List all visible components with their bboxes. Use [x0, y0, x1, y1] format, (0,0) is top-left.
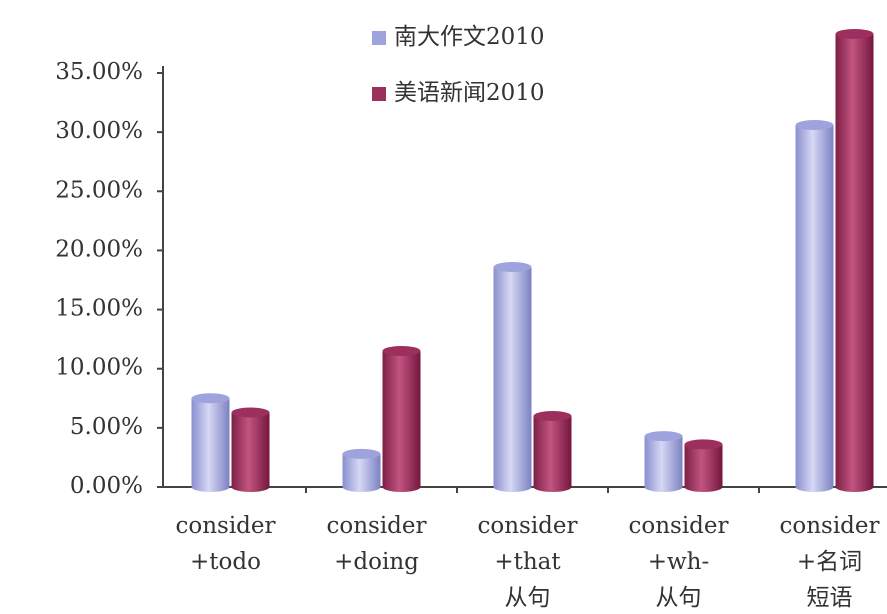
bar-cap [191, 393, 230, 404]
bar-cap [684, 439, 723, 450]
legend-swatch [372, 31, 386, 45]
bar [342, 453, 381, 487]
bar [533, 416, 572, 487]
bar-base [382, 482, 421, 492]
bar-base [493, 482, 532, 492]
legend-label: 南大作文2010 [394, 24, 545, 50]
x-tick-label: consider [477, 513, 577, 539]
y-tick-label: 30.00% [55, 118, 143, 144]
bar-base [342, 482, 381, 492]
bar-cap [382, 345, 421, 356]
bar [795, 125, 834, 487]
y-tick-label: 15.00% [55, 296, 143, 322]
bar-cap [231, 407, 270, 418]
bar-base [191, 482, 230, 492]
bar-base [795, 482, 834, 492]
x-tick-label: consider [628, 513, 728, 539]
x-tick-label: consider [779, 513, 879, 539]
y-tick-label: 0.00% [70, 473, 143, 499]
x-tick-label: 从句 [505, 585, 551, 611]
y-tick-label: 25.00% [55, 177, 143, 203]
legend-label: 美语新闻2010 [394, 80, 545, 106]
bar-cap [342, 448, 381, 459]
bar-cap [644, 431, 683, 442]
y-tick-label: 10.00% [55, 355, 143, 381]
bar [382, 350, 421, 487]
bar-base [835, 482, 874, 492]
bar [493, 266, 532, 487]
bar-cap [795, 120, 834, 131]
y-tick-label: 5.00% [70, 414, 143, 440]
bar [231, 412, 270, 487]
bar-cap [493, 261, 532, 272]
x-tick-label: consider [326, 513, 426, 539]
x-tick-label: 短语 [807, 585, 853, 611]
bar [684, 444, 723, 487]
y-tick-label: 35.00% [55, 59, 143, 85]
x-tick-label: 从句 [656, 585, 702, 611]
x-tick-label: +wh- [648, 549, 710, 575]
x-tick-label: consider [175, 513, 275, 539]
bar-cap [835, 28, 874, 39]
bar [191, 398, 230, 487]
bar-cap [533, 411, 572, 422]
bar [644, 436, 683, 487]
x-tick-label: +名词 [797, 549, 862, 575]
x-tick-label: +doing [334, 549, 419, 575]
bar-base [533, 482, 572, 492]
bar [835, 33, 874, 488]
bar-base [231, 482, 270, 492]
y-tick-label: 20.00% [55, 236, 143, 262]
x-tick-label: +todo [190, 549, 261, 575]
bar-base [644, 482, 683, 492]
legend-swatch [372, 87, 386, 101]
bar-base [684, 482, 723, 492]
x-tick-label: +that [494, 549, 561, 575]
